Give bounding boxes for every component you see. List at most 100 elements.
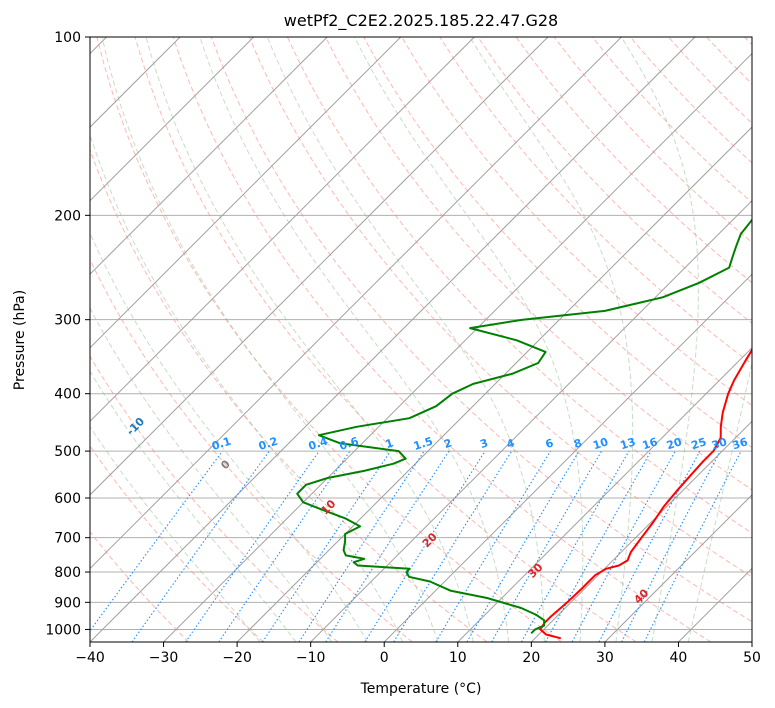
- mixing-ratio-line: [521, 450, 630, 642]
- mixing-ratio-line: [621, 450, 721, 642]
- mixing-ratio-label: 36: [731, 435, 750, 452]
- isotherm: [236, 126, 752, 642]
- moist-adiabat: [620, 37, 699, 642]
- mixing-ratio-line: [598, 450, 701, 642]
- moist-adiabat: [145, 37, 474, 642]
- moist-adiabat: [469, 37, 634, 642]
- mixing-ratio-label: 30: [710, 435, 729, 452]
- dry-adiabat: [210, 37, 752, 623]
- mixing-ratio-line: [325, 450, 450, 642]
- x-tick-label: 40: [670, 650, 688, 666]
- dry-adiabat: [90, 148, 488, 642]
- dry-adiabat: [248, 37, 752, 578]
- x-tick-label: 0: [380, 650, 389, 666]
- isotherm: [604, 494, 752, 642]
- y-axis: 1000 900 800 700 600 500 400 300 200 100: [45, 30, 90, 638]
- y-tick-label: 100: [54, 30, 81, 46]
- x-tick-label: −10: [296, 650, 326, 666]
- moist-adiabat: [90, 425, 261, 642]
- y-tick-label: 700: [54, 531, 81, 547]
- dry-adiabats: [90, 37, 752, 642]
- mixing-ratio-line: [218, 450, 351, 642]
- moist-adiabat: [90, 231, 368, 642]
- dry-adiabat: [401, 37, 752, 407]
- mixing-ratio-label: 0.4: [307, 434, 330, 452]
- mixing-ratio-line: [643, 450, 742, 642]
- mixing-ratio-label: 3: [478, 436, 489, 451]
- isotherm: [163, 52, 752, 642]
- dry-adiabat: [477, 37, 752, 324]
- mixing-ratio-lines: [90, 450, 742, 642]
- mixing-ratio-line: [491, 450, 603, 642]
- y-tick-label: 500: [54, 444, 81, 460]
- x-axis-label: Temperature (°C): [360, 681, 482, 697]
- mixing-ratio-label: 20: [665, 435, 684, 452]
- mixing-ratio-label: 16: [641, 435, 660, 452]
- dry-adiabat: [172, 37, 712, 642]
- moist-adiabat: [687, 360, 752, 642]
- isotherm: [90, 37, 328, 275]
- isotherms: [90, 37, 752, 642]
- isotherm: [90, 37, 622, 570]
- isotherm: [90, 37, 549, 496]
- mixing-ratio-line: [364, 450, 486, 642]
- mixing-ratio-label: 6: [544, 436, 556, 451]
- plot-frame: [89, 36, 753, 643]
- isotherm: [90, 37, 255, 202]
- mixing-ratio-line: [131, 450, 270, 642]
- isotherm: [90, 37, 696, 642]
- y-tick-label: 800: [54, 565, 81, 581]
- x-tick-label: 50: [743, 650, 761, 666]
- mixing-ratio-label: 2: [442, 436, 453, 451]
- mixing-ratio-label: 0.2: [257, 435, 280, 453]
- mixing-ratio-label: 1.5: [412, 435, 435, 453]
- moist-adiabats: [90, 37, 752, 642]
- x-axis: −40 −30 −20 −10 0 10 20 30 40 50: [75, 642, 761, 666]
- mixing-ratio-label: 4: [505, 436, 517, 451]
- dry-adiabat: [134, 37, 637, 642]
- y-tick-label: 900: [54, 595, 81, 611]
- dry-adiabat: [90, 445, 264, 642]
- mixing-ratio-line: [545, 450, 652, 642]
- y-tick-label: 400: [54, 387, 81, 403]
- mixing-ratio-line: [435, 450, 551, 642]
- x-tick-label: −30: [149, 650, 179, 666]
- mixing-ratio-label: 13: [619, 435, 638, 452]
- y-tick-label: 600: [54, 491, 81, 507]
- chart-title: wetPf2_C2E2.2025.185.22.47.G28: [284, 11, 558, 31]
- isotherm: [90, 37, 475, 423]
- pressure-gridlines: [90, 37, 752, 630]
- y-axis-label: Pressure (hPa): [12, 290, 28, 390]
- dry-adiabat: [90, 258, 413, 642]
- dry-adiabat: [90, 355, 339, 642]
- isotherm: [383, 273, 752, 642]
- mixing-ratio-line: [262, 450, 391, 642]
- mixing-ratio-label: 1: [384, 436, 395, 451]
- mixing-ratio-line: [90, 450, 223, 632]
- moist-adiabat: [90, 307, 333, 642]
- sounding-line: [296, 218, 752, 635]
- isotherm: [90, 37, 402, 349]
- y-tick-label: 1000: [45, 622, 81, 638]
- sounding-line: [539, 348, 752, 640]
- x-tick-label: −20: [222, 650, 252, 666]
- y-tick-label: 300: [54, 313, 81, 329]
- x-tick-label: 10: [449, 650, 467, 666]
- moist-adiabat: [90, 133, 404, 642]
- mixing-ratio-line: [298, 450, 425, 642]
- isotherm: [530, 420, 752, 642]
- dry-adiabat: [515, 37, 752, 284]
- x-tick-label: 20: [522, 650, 540, 666]
- mixing-ratio-label: 0.1: [210, 435, 233, 453]
- mixing-ratio-label: 25: [690, 435, 709, 452]
- mixing-ratio-label: 10: [591, 435, 610, 452]
- x-tick-label: −40: [75, 650, 105, 666]
- mixing-ratio-line: [466, 450, 580, 642]
- dry-adiabat: [325, 37, 752, 491]
- moist-adiabat: [266, 37, 545, 642]
- isotherm: [457, 347, 752, 642]
- mixing-ratio-label: 8: [572, 436, 583, 451]
- y-tick-label: 200: [54, 208, 81, 224]
- moist-adiabat: [199, 37, 510, 642]
